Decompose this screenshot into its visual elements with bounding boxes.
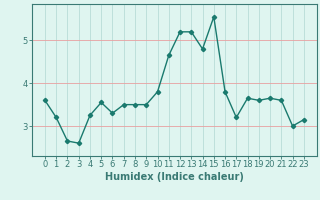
X-axis label: Humidex (Indice chaleur): Humidex (Indice chaleur) — [105, 172, 244, 182]
